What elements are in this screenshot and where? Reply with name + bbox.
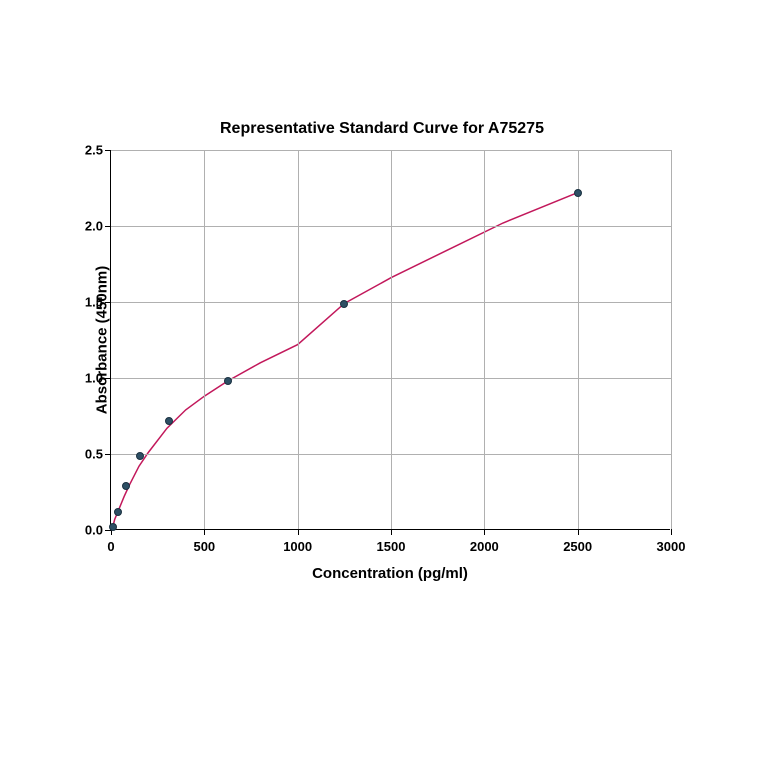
- grid-line-horizontal: [111, 150, 671, 151]
- data-marker: [122, 482, 130, 490]
- grid-line-horizontal: [111, 454, 671, 455]
- y-tick: [105, 454, 111, 455]
- grid-line-horizontal: [111, 226, 671, 227]
- data-marker: [340, 300, 348, 308]
- x-tick: [298, 529, 299, 535]
- data-marker: [574, 189, 582, 197]
- grid-line-vertical: [578, 150, 579, 530]
- x-tick: [484, 529, 485, 535]
- data-marker: [109, 523, 117, 531]
- x-tick-label: 500: [193, 539, 215, 554]
- x-tick-label: 1000: [283, 539, 312, 554]
- grid-line-vertical: [298, 150, 299, 530]
- y-tick: [105, 226, 111, 227]
- chart-container: 0500100015002000250030000.00.51.01.52.02…: [110, 150, 670, 530]
- y-tick-label: 0.0: [71, 523, 103, 538]
- y-tick-label: 2.0: [71, 219, 103, 234]
- x-tick-label: 3000: [657, 539, 686, 554]
- x-tick-label: 1500: [377, 539, 406, 554]
- grid-line-vertical: [204, 150, 205, 530]
- x-tick: [391, 529, 392, 535]
- chart-title: Representative Standard Curve for A75275: [0, 120, 764, 138]
- plot-area: 0500100015002000250030000.00.51.01.52.02…: [110, 150, 670, 530]
- y-tick-label: 2.5: [71, 143, 103, 158]
- grid-line-vertical: [391, 150, 392, 530]
- x-tick-label: 0: [107, 539, 114, 554]
- x-axis-label: Concentration (pg/ml): [110, 565, 670, 582]
- x-tick: [578, 529, 579, 535]
- data-marker: [224, 377, 232, 385]
- x-tick: [204, 529, 205, 535]
- grid-line-horizontal: [111, 302, 671, 303]
- x-tick-label: 2500: [563, 539, 592, 554]
- x-tick-label: 2000: [470, 539, 499, 554]
- data-marker: [136, 452, 144, 460]
- grid-line-vertical: [671, 150, 672, 530]
- x-tick: [671, 529, 672, 535]
- data-marker: [165, 417, 173, 425]
- grid-line-horizontal: [111, 378, 671, 379]
- data-marker: [114, 508, 122, 516]
- y-tick-label: 0.5: [71, 447, 103, 462]
- y-tick: [105, 150, 111, 151]
- y-axis-label: Absorbance (450nm): [94, 266, 111, 414]
- grid-line-vertical: [484, 150, 485, 530]
